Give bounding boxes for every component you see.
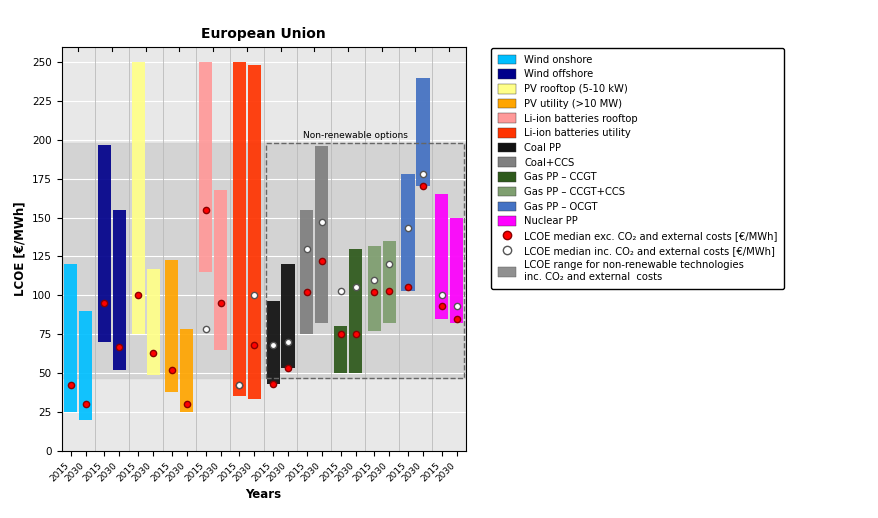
Bar — [334, 326, 347, 373]
Bar — [367, 246, 380, 331]
Title: European Union: European Union — [201, 27, 326, 41]
Bar — [233, 62, 246, 396]
Bar — [382, 241, 395, 323]
Bar — [147, 269, 160, 375]
Text: Non-renewable options: Non-renewable options — [303, 131, 407, 140]
Bar — [401, 174, 414, 291]
Bar — [266, 301, 279, 384]
Bar — [248, 65, 261, 399]
Bar — [300, 210, 313, 334]
Bar — [180, 329, 193, 412]
Bar — [214, 190, 227, 350]
Bar — [281, 264, 294, 368]
Bar — [450, 218, 463, 323]
Bar — [450, 218, 463, 323]
Bar — [97, 145, 111, 342]
Bar — [64, 264, 77, 412]
Bar — [112, 210, 126, 370]
Bar — [300, 210, 313, 334]
Bar — [349, 249, 362, 373]
Bar — [198, 62, 212, 272]
Bar — [435, 194, 448, 319]
Bar — [165, 260, 178, 392]
Bar — [61, 143, 465, 378]
Bar — [315, 146, 328, 323]
Bar — [349, 249, 362, 373]
Bar — [266, 301, 279, 384]
Y-axis label: LCOE [€/MWh]: LCOE [€/MWh] — [13, 202, 26, 296]
Bar — [416, 78, 429, 186]
Bar — [435, 194, 448, 319]
Bar — [281, 264, 294, 368]
Bar — [132, 62, 145, 334]
Bar — [382, 241, 395, 323]
X-axis label: Years: Years — [245, 488, 282, 501]
Bar — [416, 78, 429, 186]
Bar — [265, 143, 464, 378]
Bar — [315, 146, 328, 323]
Bar — [401, 174, 414, 291]
Bar — [334, 326, 347, 373]
Bar — [367, 246, 380, 331]
Legend: Wind onshore, Wind offshore, PV rooftop (5-10 kW), PV utility (>10 MW), Li-ion b: Wind onshore, Wind offshore, PV rooftop … — [491, 48, 783, 289]
Bar — [79, 311, 92, 420]
